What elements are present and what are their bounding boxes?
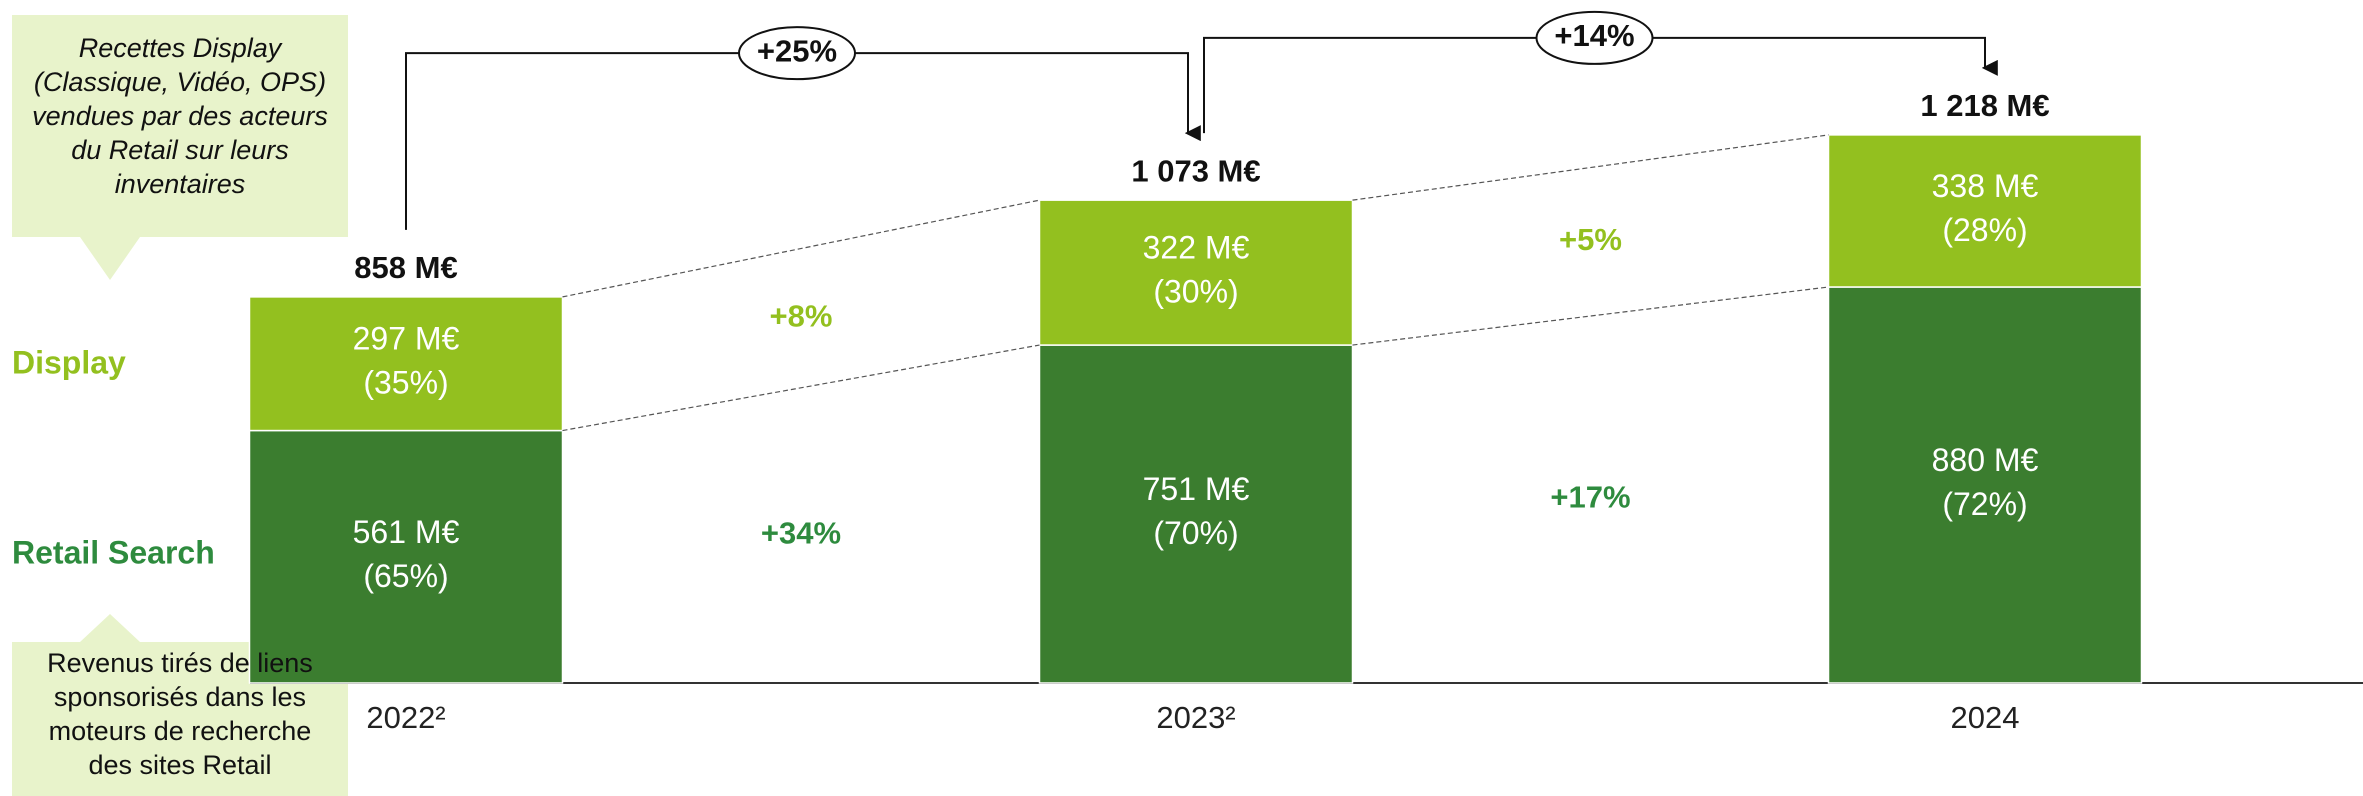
bar-segment [1827,286,2143,684]
x-tick-label: 2022² [366,700,445,735]
connector [562,199,1040,298]
x-tick-label: 2023² [1156,700,1235,735]
total-growth-label: +25% [757,33,837,68]
legend-label: Display [12,344,126,380]
x-tick-label: 2024 [1951,700,2020,735]
bar-segment [1827,134,2143,288]
share-text: (35%) [363,365,448,401]
legend-label: Retail Search [12,534,215,570]
value-label: 880 M€ (72%) [1932,442,2039,522]
growth-label: +34% [761,516,841,551]
value-label: 751 M€ (70%) [1143,471,1250,551]
total-label: 858 M€ [354,250,457,285]
total-label: 1 218 M€ [1920,88,2049,123]
value-text: 338 M€ [1932,168,2039,204]
connector [1352,286,1829,346]
growth-oval [1535,10,1654,65]
note-text: Recettes Display (Classique, Vidéo, OPS) v… [32,33,328,199]
share-text: (65%) [363,558,448,594]
bar-segment [248,429,564,684]
value-label: 322 M€ (30%) [1143,230,1250,310]
value-text: 751 M€ [1143,471,1250,507]
connector [562,344,1040,432]
value-text: 880 M€ [1932,442,2039,478]
total-growth-label: +14% [1554,18,1634,53]
note-pointer [80,237,140,280]
value-label: 297 M€ (35%) [353,321,460,401]
note-text: Revenus tirés de liens sponsorisés dans l… [47,648,313,780]
growth-label: +17% [1550,480,1630,515]
note-pointer [80,614,140,642]
share-text: (72%) [1942,486,2027,522]
growth-label: +8% [770,298,833,333]
bar-segment [248,296,564,432]
share-text: (28%) [1942,212,2027,248]
value-text: 297 M€ [353,321,460,357]
note-box [12,15,348,237]
total-label: 1 073 M€ [1131,153,1260,188]
value-text: 561 M€ [353,514,460,550]
value-label: 561 M€ (65%) [353,514,460,594]
share-text: (70%) [1153,515,1238,551]
connector [1352,134,1829,201]
share-text: (30%) [1153,274,1238,310]
value-label: 338 M€ (28%) [1932,168,2039,248]
bar-segment [1038,344,1354,684]
growth-oval [738,26,856,81]
value-text: 322 M€ [1143,230,1250,266]
growth-label: +5% [1559,222,1622,257]
bar-segment [1038,199,1354,346]
